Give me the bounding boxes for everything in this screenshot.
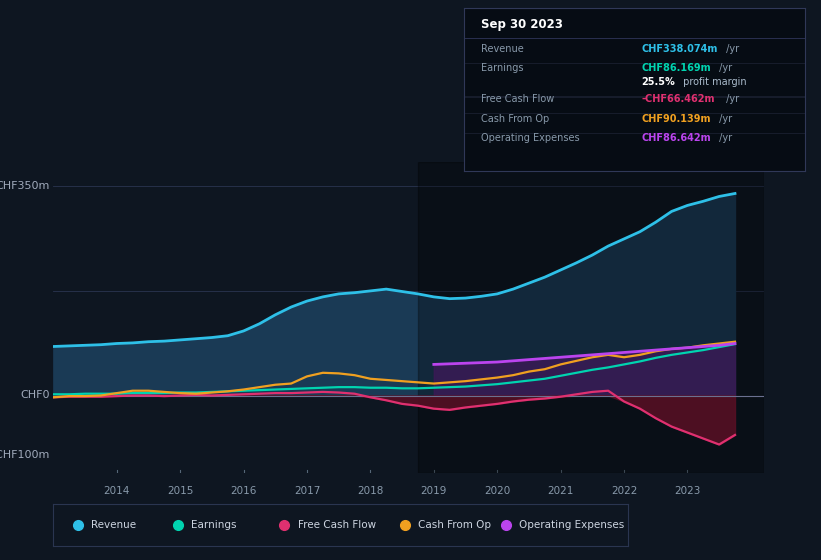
- Bar: [418, 162, 764, 473]
- Text: Operating Expenses: Operating Expenses: [519, 520, 624, 530]
- Text: 2019: 2019: [420, 486, 447, 496]
- Text: CHF0: CHF0: [21, 390, 50, 400]
- Text: /yr: /yr: [723, 94, 740, 104]
- Text: CHF86.642m: CHF86.642m: [641, 133, 711, 143]
- Text: 2018: 2018: [357, 486, 383, 496]
- Text: 2016: 2016: [231, 486, 257, 496]
- Text: 2017: 2017: [294, 486, 320, 496]
- Text: -CHF100m: -CHF100m: [0, 450, 50, 460]
- Text: 2020: 2020: [484, 486, 511, 496]
- Text: Operating Expenses: Operating Expenses: [481, 133, 580, 143]
- Text: Earnings: Earnings: [191, 520, 236, 530]
- Text: Earnings: Earnings: [481, 63, 524, 73]
- Text: 2023: 2023: [674, 486, 700, 496]
- Text: /yr: /yr: [716, 114, 732, 124]
- Text: CHF338.074m: CHF338.074m: [641, 44, 718, 54]
- Text: CHF350m: CHF350m: [0, 181, 50, 192]
- Text: Revenue: Revenue: [91, 520, 135, 530]
- Text: Cash From Op: Cash From Op: [418, 520, 491, 530]
- Text: /yr: /yr: [723, 44, 740, 54]
- Text: 2015: 2015: [167, 486, 194, 496]
- Text: /yr: /yr: [716, 133, 732, 143]
- Text: 2014: 2014: [103, 486, 130, 496]
- Text: CHF86.169m: CHF86.169m: [641, 63, 711, 73]
- Text: 25.5%: 25.5%: [641, 77, 675, 87]
- Text: Free Cash Flow: Free Cash Flow: [481, 94, 554, 104]
- Text: Sep 30 2023: Sep 30 2023: [481, 18, 562, 31]
- Text: profit margin: profit margin: [681, 77, 747, 87]
- Text: Revenue: Revenue: [481, 44, 524, 54]
- Text: 2021: 2021: [548, 486, 574, 496]
- Text: 2022: 2022: [611, 486, 637, 496]
- Text: CHF90.139m: CHF90.139m: [641, 114, 710, 124]
- Text: Free Cash Flow: Free Cash Flow: [298, 520, 376, 530]
- Text: -CHF66.462m: -CHF66.462m: [641, 94, 714, 104]
- Text: /yr: /yr: [716, 63, 732, 73]
- Text: Cash From Op: Cash From Op: [481, 114, 549, 124]
